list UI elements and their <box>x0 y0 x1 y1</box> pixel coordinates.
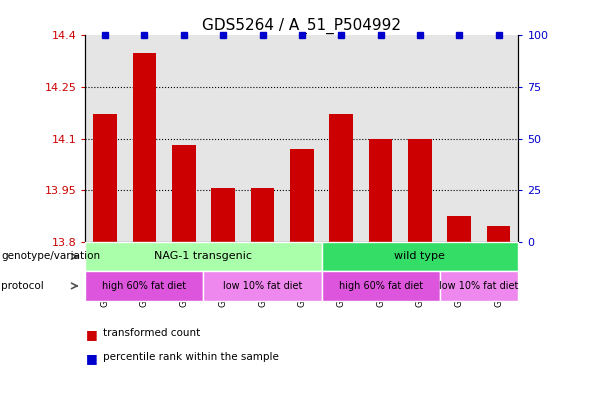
Bar <box>290 149 314 242</box>
Bar <box>487 226 511 242</box>
Text: percentile rank within the sample: percentile rank within the sample <box>103 352 279 362</box>
Bar <box>361 35 401 242</box>
Bar <box>439 35 479 242</box>
Bar <box>322 271 439 301</box>
Bar <box>85 35 125 242</box>
Bar <box>329 114 353 242</box>
Bar <box>251 188 274 242</box>
Bar <box>85 242 322 271</box>
Bar <box>203 35 243 242</box>
Bar <box>448 216 471 242</box>
Bar <box>282 35 322 242</box>
Text: NAG-1 transgenic: NAG-1 transgenic <box>154 252 253 261</box>
Text: low 10% fat diet: low 10% fat diet <box>223 281 302 291</box>
Bar <box>203 271 322 301</box>
Text: low 10% fat diet: low 10% fat diet <box>439 281 519 291</box>
Bar <box>401 35 439 242</box>
Bar <box>133 53 156 242</box>
Bar <box>322 242 518 271</box>
Bar <box>211 188 235 242</box>
Bar <box>172 145 196 242</box>
Text: genotype/variation: genotype/variation <box>1 252 100 261</box>
Text: protocol: protocol <box>1 281 44 291</box>
Bar <box>479 35 518 242</box>
Text: wild type: wild type <box>395 252 445 261</box>
Bar <box>439 271 518 301</box>
Text: ■: ■ <box>85 328 97 341</box>
Bar <box>85 271 203 301</box>
Text: transformed count: transformed count <box>103 328 200 338</box>
Bar <box>408 139 432 242</box>
Text: high 60% fat diet: high 60% fat diet <box>102 281 187 291</box>
Text: high 60% fat diet: high 60% fat diet <box>339 281 423 291</box>
Bar <box>93 114 117 242</box>
Bar <box>125 35 164 242</box>
Title: GDS5264 / A_51_P504992: GDS5264 / A_51_P504992 <box>203 18 401 34</box>
Bar <box>322 35 361 242</box>
Text: ■: ■ <box>85 352 97 365</box>
Bar <box>164 35 203 242</box>
Bar <box>243 35 282 242</box>
Bar <box>369 139 392 242</box>
